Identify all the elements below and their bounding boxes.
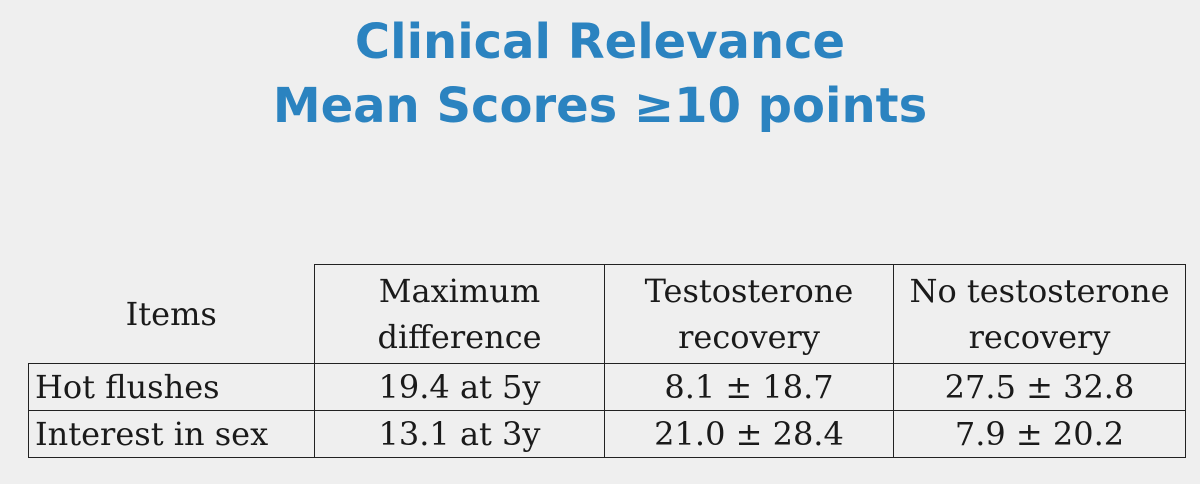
header-items: Items [28, 264, 315, 364]
header-label-line-1: Maximum [378, 272, 541, 310]
cell-maximum-difference: 19.4 at 5y [314, 363, 605, 411]
table-header: Items Maximum difference Testosterone re… [28, 264, 1186, 364]
table-row: Interest in sex 13.1 at 3y 21.0 ± 28.4 7… [28, 410, 1186, 458]
cell-item: Hot flushes [28, 363, 315, 411]
header-no-testosterone-recovery: No testosterone recovery [893, 264, 1186, 364]
cell-no-testosterone-recovery: 27.5 ± 32.8 [893, 363, 1186, 411]
title-line-1: Clinical Relevance [354, 14, 846, 70]
cell-item: Interest in sex [28, 410, 315, 458]
header-items-label: Items [125, 294, 217, 333]
header-label-line-2: difference [377, 318, 542, 356]
header-row: Items Maximum difference Testosterone re… [28, 264, 1186, 364]
header-label-line-1: No testosterone [909, 272, 1170, 310]
cell-testosterone-recovery: 8.1 ± 18.7 [604, 363, 894, 411]
slide-title: Clinical Relevance Mean Scores ≥10 point… [0, 10, 1200, 138]
table-body: Hot flushes 19.4 at 5y 8.1 ± 18.7 27.5 ±… [28, 363, 1186, 458]
cell-no-testosterone-recovery: 7.9 ± 20.2 [893, 410, 1186, 458]
results-table: Items Maximum difference Testosterone re… [28, 264, 1186, 458]
cell-maximum-difference: 13.1 at 3y [314, 410, 605, 458]
header-label-line-1: Testosterone [644, 272, 854, 310]
header-maximum-difference: Maximum difference [314, 264, 605, 364]
cell-testosterone-recovery: 21.0 ± 28.4 [604, 410, 894, 458]
title-line-2: Mean Scores ≥10 points [272, 78, 928, 134]
header-label-line-2: recovery [678, 318, 820, 356]
header-label-line-2: recovery [968, 318, 1111, 356]
header-testosterone-recovery: Testosterone recovery [604, 264, 894, 364]
table-row: Hot flushes 19.4 at 5y 8.1 ± 18.7 27.5 ±… [28, 363, 1186, 411]
